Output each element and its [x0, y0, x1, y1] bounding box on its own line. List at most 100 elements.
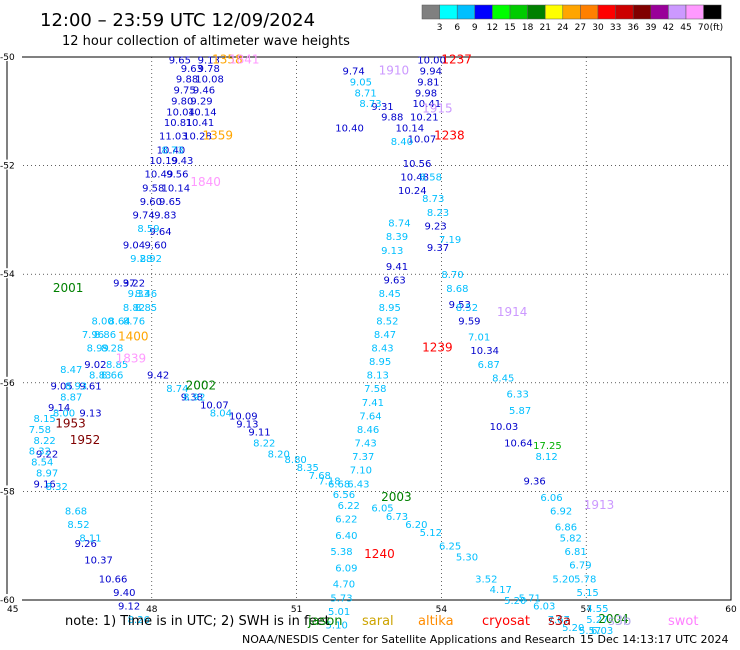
wave-height-value: 5.12 [420, 528, 442, 539]
mission-jason: jason [307, 614, 343, 629]
wave-height-value: 5.82 [560, 534, 582, 545]
wave-height-value: 8.70 [441, 270, 463, 281]
wave-height-value: 6.20 [405, 520, 427, 531]
wave-height-value: 17.25 [533, 441, 562, 452]
wave-height-value: 9.33 [128, 289, 150, 300]
wave-height-value: 8.47 [374, 330, 396, 341]
mission-legend: jason saral altika cryosat s3a s3b swot [307, 614, 698, 629]
wave-height-value: 6.92 [550, 506, 572, 517]
wave-height-value: 8.58 [420, 172, 442, 183]
wave-height-value: 6.56 [333, 490, 355, 501]
wave-height-value: 5.78 [574, 574, 596, 585]
y-tick-bg [0, 485, 22, 496]
wave-height-value: 9.22 [123, 278, 145, 289]
wave-height-value: 9.63 [181, 64, 203, 75]
wave-height-value: 6.25 [439, 542, 461, 553]
wave-height-value: 6.73 [386, 512, 408, 523]
wave-height-value: 8.80 [285, 455, 307, 466]
wave-height-value: 4.17 [490, 585, 512, 596]
pass-time-tag: 1237 [441, 53, 472, 67]
wave-height-value: 8.52 [456, 303, 478, 314]
wave-height-value: 10.49 [145, 170, 174, 181]
wave-height-value: 9.37 [113, 278, 135, 289]
wave-height-value: 8.59 [137, 224, 159, 235]
wave-height-value: 6.22 [338, 501, 360, 512]
wave-height-value: 9.02 [84, 360, 106, 371]
wave-height-value: 10.66 [99, 574, 128, 585]
pass-time-tag: 1238 [434, 129, 465, 143]
plot-frame [6, 56, 732, 601]
wave-height-value: 8.52 [376, 316, 398, 327]
wave-height-value: 8.47 [60, 365, 82, 376]
wave-height-value: 9.98 [415, 88, 437, 99]
wave-height-value: 5.20 [504, 596, 526, 607]
wave-height-value: 9.36 [523, 477, 545, 488]
wave-height-value: 8.86 [94, 330, 116, 341]
pass-time-tag: 2004 [598, 612, 629, 626]
wave-height-value: 6.43 [347, 479, 369, 490]
wave-height-value: 8.76 [123, 316, 145, 327]
mission-cryosat: cryosat [482, 614, 530, 629]
scale-label: 45 [680, 23, 691, 33]
wave-height-value: 9.13 [79, 409, 101, 420]
x-tick-label: 48 [146, 605, 158, 615]
wave-height-value: 5.27 [586, 615, 608, 626]
y-tick-label: -56 [0, 379, 15, 389]
scale-label: 3 [437, 23, 443, 33]
pass-time-tag: 1239 [422, 341, 453, 355]
wave-height-value: 8.40 [391, 137, 413, 148]
scale-swatch [509, 4, 528, 20]
wave-height-value: 9.13 [381, 246, 403, 257]
wave-height-value: 5.01 [328, 607, 350, 618]
scale-swatch [580, 4, 599, 20]
y-tick-bg [0, 268, 22, 279]
wave-height-value: 9.83 [154, 210, 176, 221]
scale-label: 36 [627, 23, 639, 33]
wave-height-value: 7.96 [82, 330, 104, 341]
wave-height-value: 9.29 [190, 96, 212, 107]
wave-height-values: 9.65 9.139.639.789.8810.089.759.469.809.2… [29, 56, 614, 637]
pass-time-tag: 2003 [381, 490, 412, 504]
pass-time-tag: 1839 [116, 351, 147, 365]
wave-height-value: 7.19 [439, 235, 461, 246]
wave-height-value: 6.03 [591, 626, 613, 637]
wave-height-value: 7.10 [350, 466, 372, 477]
wave-height-value: 7.37 [352, 452, 374, 463]
wave-height-value: 10.14 [188, 107, 217, 118]
wave-height-value: 8.15 [34, 414, 56, 425]
pass-time-tag: 2002 [186, 379, 217, 393]
wave-height-value: 10.37 [84, 555, 113, 566]
wave-height-value: 10.41 [412, 99, 441, 110]
scale-label: 6 [454, 23, 460, 33]
wave-height-value: 10.24 [398, 186, 427, 197]
pass-time-tag: 2001 [53, 281, 84, 295]
wave-height-value: 7.18 [318, 477, 340, 488]
grid [7, 57, 731, 600]
wave-height-value: 10.09 [229, 411, 258, 422]
wave-height-value: 7.01 [468, 333, 490, 344]
wave-height-value: 9.58 [142, 183, 164, 194]
scale-swatch [632, 4, 652, 20]
wave-height-value: 8.73 [359, 99, 381, 110]
wave-height-value: 6.05 [371, 504, 393, 515]
wave-height-value: 8.43 [371, 344, 393, 355]
scale-swatch [562, 4, 581, 20]
pass-time-tag: 1914 [497, 305, 528, 319]
scale-label: 70 [698, 23, 710, 33]
wave-height-value: 4.70 [333, 580, 355, 591]
wave-height-value: 9.05 [50, 382, 72, 393]
mission-saral: saral [362, 614, 394, 629]
mission-swot: swot [668, 614, 698, 629]
y-tick-bg [0, 51, 22, 61]
x-tick-label: 54 [436, 605, 448, 615]
wave-height-value: 9.88 [176, 75, 198, 86]
y-tick-bg [0, 376, 22, 387]
wave-height-value: 7.58 [364, 384, 386, 395]
wave-height-value: 9.37 [427, 243, 449, 254]
pass-time-tag: 1913 [584, 498, 615, 512]
scale-label: 9 [472, 23, 478, 33]
footer-timestamp: 15 Dec 14:13:17 UTC 2024 [580, 633, 728, 646]
wave-height-value: 6.22 [335, 515, 357, 526]
wave-height-value: 10.64 [504, 439, 533, 450]
